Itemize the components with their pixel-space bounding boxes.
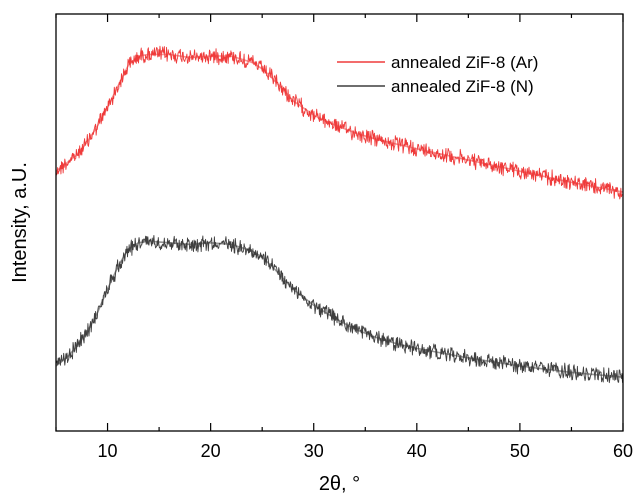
x-tick-label: 60 — [613, 441, 633, 461]
x-tick-label: 50 — [510, 441, 530, 461]
x-tick-label: 40 — [407, 441, 427, 461]
legend-label-1: annealed ZiF-8 (Ar) — [391, 53, 538, 72]
y-axis-title: Intensity, a.U. — [9, 162, 31, 283]
series-line-1 — [55, 45, 623, 200]
series-line-2 — [55, 235, 623, 384]
x-tick-label: 20 — [201, 441, 221, 461]
series-trend-2 — [55, 240, 624, 378]
x-tick-label: 30 — [304, 441, 324, 461]
x-tick-label: 10 — [98, 441, 118, 461]
plot-frame — [55, 13, 624, 432]
legend: annealed ZiF-8 (Ar) annealed ZiF-8 (N) — [337, 53, 538, 96]
plot-traces — [55, 45, 624, 384]
series-trend-1 — [55, 53, 624, 193]
x-axis-title: 2θ, ° — [319, 473, 360, 495]
x-axis-ticks: 10 20 30 40 50 60 — [55, 14, 633, 461]
legend-label-2: annealed ZiF-8 (N) — [391, 77, 534, 96]
